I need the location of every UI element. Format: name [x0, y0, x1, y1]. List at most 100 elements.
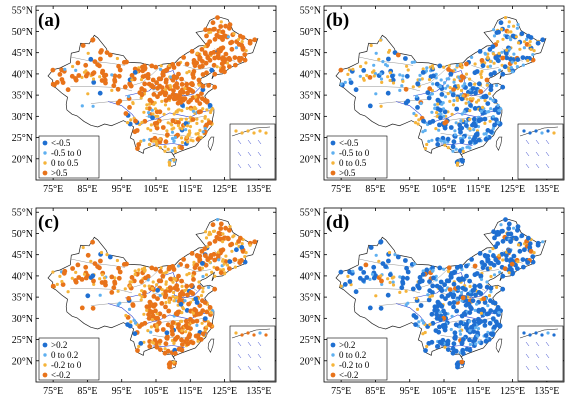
station-dot [512, 52, 516, 56]
inset-station-dot [540, 333, 544, 337]
station-dots [338, 217, 545, 370]
station-dot [60, 279, 64, 284]
station-dot [177, 108, 181, 112]
station-dot [195, 51, 199, 56]
station-dot [500, 286, 506, 292]
station-dot [60, 282, 66, 287]
station-dot [172, 112, 176, 116]
station-dot [379, 72, 383, 76]
station-dot [154, 80, 160, 86]
station-dot [443, 81, 447, 85]
station-dot [230, 249, 234, 253]
station-dot [415, 296, 419, 300]
station-dot [180, 109, 184, 113]
lon-tick-label: 135°E [246, 386, 271, 397]
station-dot [150, 115, 155, 121]
station-dot [155, 283, 159, 287]
station-dot [347, 279, 353, 284]
legend-marker [330, 170, 336, 176]
station-dot [343, 80, 347, 84]
station-dot [146, 312, 152, 317]
station-dot [83, 275, 89, 281]
legend-marker [331, 161, 335, 165]
station-dot [482, 300, 488, 305]
station-dot [55, 282, 59, 286]
station-dot [227, 25, 232, 31]
station-dot [459, 290, 464, 295]
station-dot [479, 72, 483, 76]
station-dot [109, 290, 115, 295]
station-dot [147, 114, 151, 118]
station-dot [98, 293, 102, 297]
station-dot [158, 294, 162, 298]
station-dot [431, 66, 435, 70]
station-dot [196, 339, 200, 343]
station-dot [457, 75, 461, 79]
station-dot [430, 294, 434, 298]
station-dot [406, 301, 410, 305]
station-dot [163, 145, 167, 149]
station-dot [195, 136, 201, 142]
station-dot [472, 128, 476, 132]
station-dot [117, 67, 123, 73]
station-dot [428, 295, 432, 299]
station-dot [458, 325, 462, 329]
station-dot [178, 99, 184, 105]
station-dot [192, 63, 198, 69]
station-dot [130, 78, 134, 82]
station-dot [442, 65, 446, 69]
station-dot [460, 65, 464, 70]
legend-label: 0 to 0.2 [51, 350, 78, 360]
station-dot [423, 348, 428, 353]
lat-tick-label: 35°N [300, 91, 321, 102]
lat-tick-label: 45°N [300, 250, 321, 261]
station-dot [103, 80, 108, 86]
station-dot [363, 262, 369, 268]
station-dot [81, 245, 85, 250]
station-dot [441, 107, 446, 111]
station-dot [420, 272, 426, 277]
station-dot [160, 288, 164, 292]
station-dot [217, 258, 221, 262]
legend-label: 0 to 0.2 [339, 350, 366, 360]
station-dot [454, 121, 458, 125]
lon-tick-label: 105°E [143, 386, 168, 397]
inset-station-dot [246, 331, 250, 335]
station-dot [478, 319, 484, 324]
station-dot [124, 313, 128, 318]
station-dot [168, 161, 172, 165]
inset-station-dot [240, 131, 244, 135]
station-dot [200, 59, 205, 64]
station-dot [99, 280, 105, 285]
station-dot [58, 274, 62, 278]
station-dot [83, 264, 89, 270]
station-dot [129, 118, 133, 122]
station-dot [386, 75, 390, 79]
station-dot [181, 55, 187, 60]
station-dot [146, 127, 150, 131]
station-dot [112, 73, 118, 79]
station-dot [194, 253, 200, 258]
station-dot [447, 64, 451, 68]
station-dot [142, 81, 148, 87]
station-dot [85, 252, 91, 258]
station-dot [525, 260, 531, 265]
station-dot [386, 258, 391, 264]
station-dot [147, 299, 153, 305]
station-dot [404, 289, 408, 293]
legend-marker [43, 151, 47, 155]
station-dot [497, 311, 501, 315]
station-dot [491, 52, 495, 56]
station-dot [367, 75, 373, 80]
station-dot [149, 309, 155, 315]
legend-marker [331, 363, 335, 367]
station-dot [188, 283, 194, 289]
river-line [395, 101, 500, 126]
station-dot [448, 99, 452, 103]
station-dot [526, 33, 531, 39]
station-dot [464, 120, 469, 125]
station-dot [478, 117, 484, 122]
station-dot [486, 55, 490, 60]
station-dot [414, 113, 418, 117]
station-dot [446, 269, 451, 273]
